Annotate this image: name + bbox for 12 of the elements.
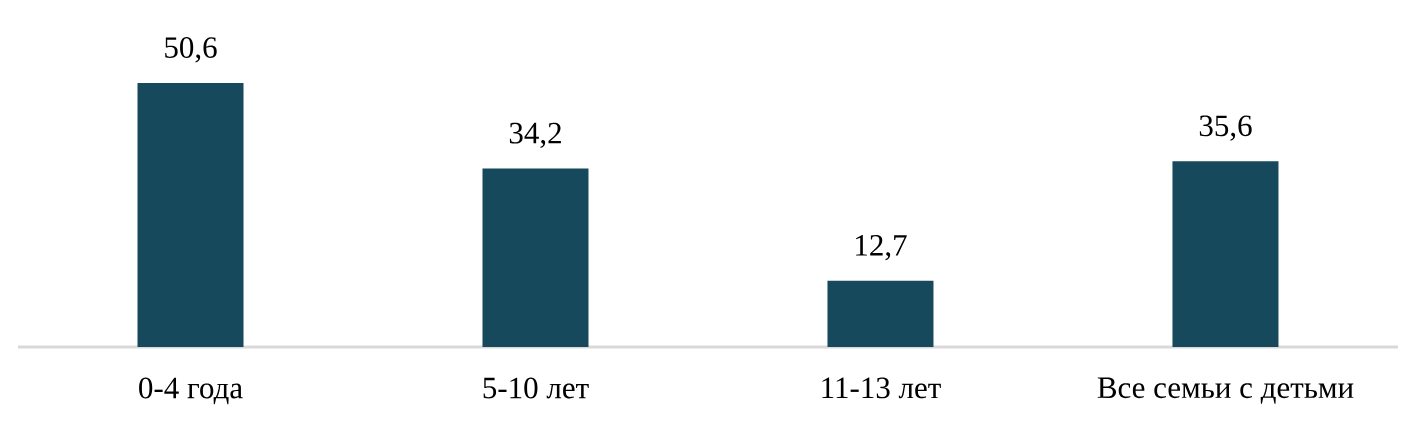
bar xyxy=(137,83,244,347)
data-label: 35,6 xyxy=(1199,115,1252,141)
x-tick-label: Все семьи с детьми xyxy=(1097,377,1354,404)
x-tick-label: 5-10 лет xyxy=(483,377,589,399)
data-label: 12,7 xyxy=(856,234,907,261)
bar xyxy=(482,168,589,347)
bar xyxy=(827,280,934,347)
x-tick-label: 11-13 лет xyxy=(822,377,941,399)
data-label: 50,6 xyxy=(165,37,217,63)
bar xyxy=(1172,161,1279,347)
data-label: 34,2 xyxy=(509,122,561,149)
x-tick-label: 0-4 года xyxy=(139,377,243,405)
